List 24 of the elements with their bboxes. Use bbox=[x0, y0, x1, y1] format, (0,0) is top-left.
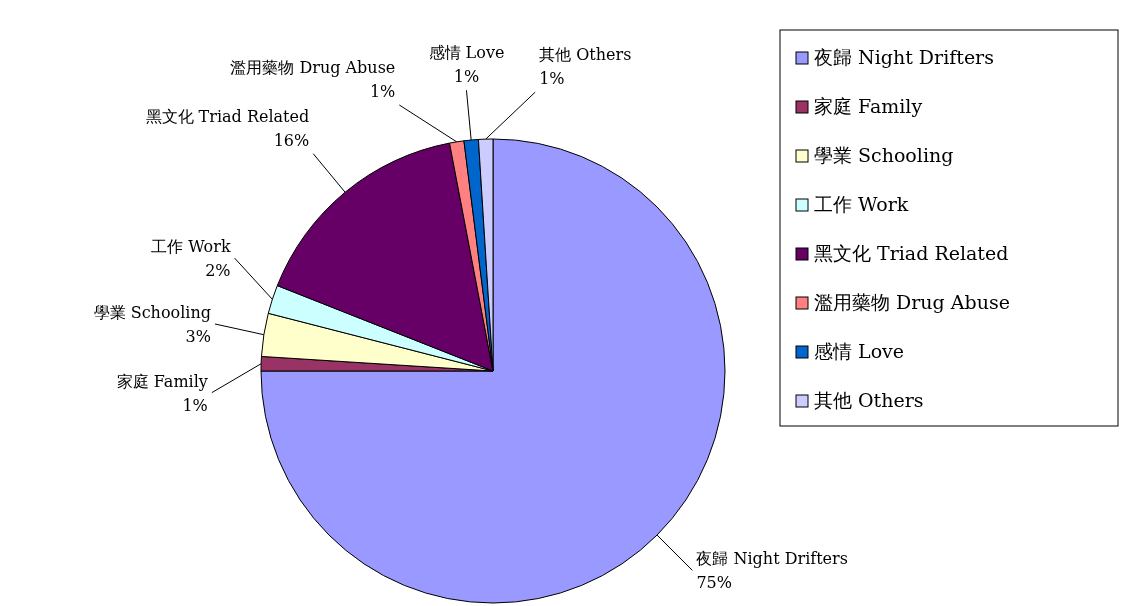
data-label: 1% bbox=[539, 69, 565, 89]
legend-label: 黑文化 Triad Related bbox=[814, 242, 1009, 264]
data-label: 75% bbox=[696, 573, 732, 593]
slice-label: 工作 Work bbox=[151, 237, 231, 257]
legend-label: 濫用藥物 Drug Abuse bbox=[814, 291, 1010, 313]
legend-label: 學業 Schooling bbox=[814, 144, 954, 166]
data-label: 1% bbox=[182, 395, 208, 415]
data-label: 3% bbox=[185, 326, 211, 346]
legend-label: 其他 Others bbox=[814, 389, 924, 411]
legend-label: 夜歸 Night Drifters bbox=[814, 46, 994, 68]
slice-label: 其他 Others bbox=[539, 45, 632, 65]
data-label: 16% bbox=[273, 130, 310, 150]
data-label: 2% bbox=[205, 261, 231, 281]
legend-label: 工作 Work bbox=[814, 193, 909, 215]
data-label: 1% bbox=[453, 67, 480, 87]
legend-label: 感情 Love bbox=[814, 340, 905, 362]
data-label: 1% bbox=[369, 82, 396, 102]
slice-label: 學業 Schooling bbox=[93, 302, 211, 322]
slice-label: 黑文化 Triad Related bbox=[145, 106, 310, 126]
slice-label: 家庭 Family bbox=[116, 371, 208, 391]
slice-label: 感情 Love bbox=[428, 43, 505, 63]
legend-label: 家庭 Family bbox=[814, 95, 923, 117]
slice-label: 濫用藥物 Drug Abuse bbox=[230, 58, 396, 78]
slice-label: 夜歸 Night Drifters bbox=[696, 549, 848, 569]
